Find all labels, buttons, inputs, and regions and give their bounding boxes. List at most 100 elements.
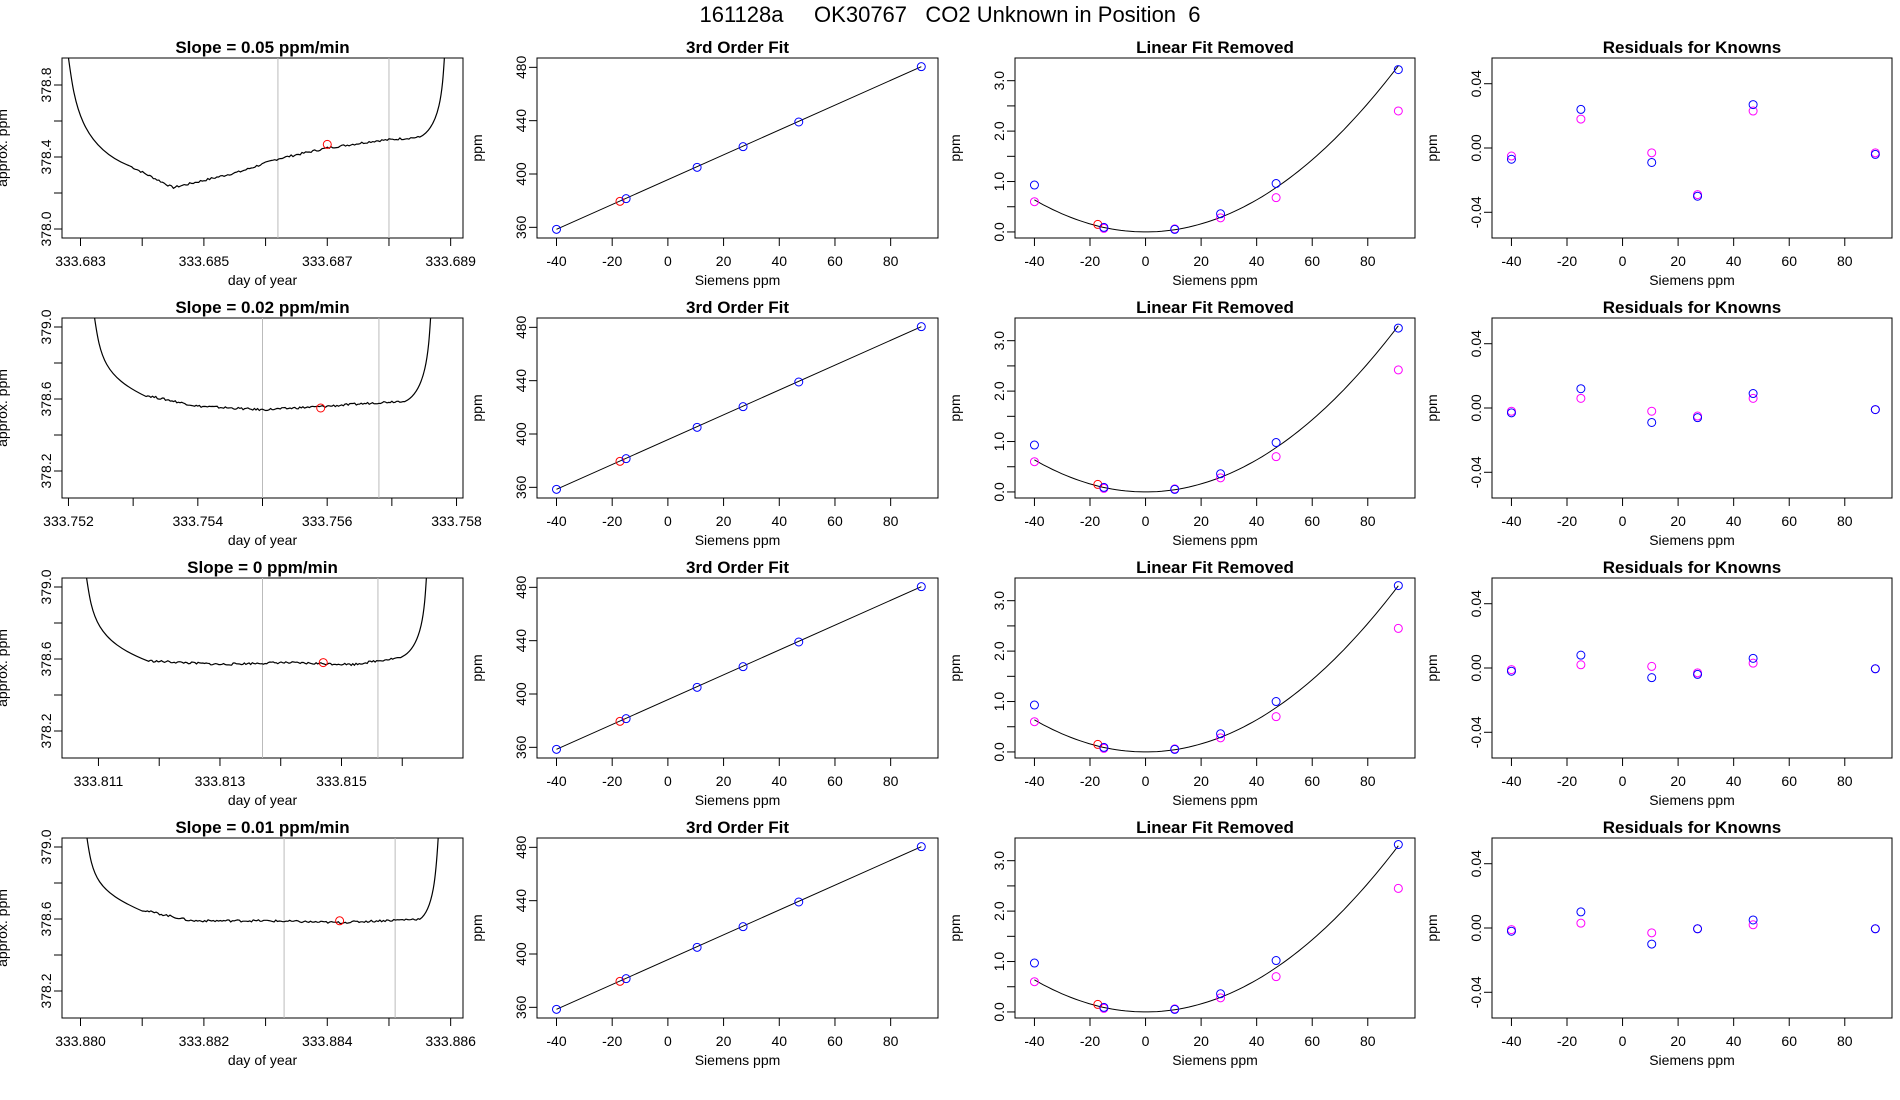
y-axis-label: ppm [947,654,963,681]
point-known [794,117,804,127]
x-tick-label: -20 [1557,513,1577,529]
x-tick-label: -40 [1024,1033,1044,1049]
panel-title: 3rd Order Fit [686,558,789,577]
point-secondary [1393,883,1403,893]
panel-title: Linear Fit Removed [1136,818,1294,837]
panel-title: Linear Fit Removed [1136,558,1294,577]
point-secondary [1647,406,1657,416]
point-known [1576,104,1586,114]
y-tick-label: 1.0 [991,432,1007,452]
x-axis-label: Siemens ppm [1172,532,1258,548]
point-known [1506,666,1516,676]
panel-12: Linear Fit Removed Siemens ppm ppm -40 -20 0 2… [947,818,1416,1068]
point-known [1870,664,1880,674]
y-tick-label: 2.0 [991,641,1007,661]
panel-title: Slope = 0.02 ppm/min [175,298,349,317]
point-known [1393,840,1403,850]
point-known [1099,482,1109,492]
y-tick-label: 0.04 [1468,850,1484,877]
plot-frame [1491,577,1893,759]
point-known [1393,323,1403,333]
x-tick-label: 20 [1193,1033,1209,1049]
point-known [692,422,702,432]
y-tick-label: 378.2 [38,973,54,1008]
y-tick-label: 360 [513,475,529,499]
point-known [1170,744,1180,754]
panel-15: Residuals for Knowns Siemens ppm ppm -40 -20… [1424,558,1893,808]
point-known [621,974,631,984]
y-axis-label: ppm [469,654,485,681]
panel-title: Slope = 0.05 ppm/min [175,38,349,57]
y-tick-label: 379.0 [38,829,54,864]
x-axis-label: day of year [228,272,298,288]
x-tick-label: 333.886 [425,1033,476,1049]
x-tick-label: 20 [1193,773,1209,789]
plot-frame [61,57,464,239]
y-tick-label: 378.8 [38,67,54,102]
y-tick-label: 0.0 [991,742,1007,762]
x-tick-label: 333.685 [179,253,230,269]
y-axis-label: ppm [947,394,963,421]
point-known [916,322,926,332]
x-tick-label: 0 [664,773,672,789]
x-tick-label: 80 [1360,513,1376,529]
point-secondary [1029,717,1039,727]
point-known [1870,405,1880,415]
point-secondary [1647,148,1657,158]
y-tick-label: 0.00 [1468,394,1484,421]
point-known [1748,389,1758,399]
x-tick-label: 80 [1360,1033,1376,1049]
point-known [1271,697,1281,707]
y-tick-label: 378.4 [38,139,54,174]
point-known [1393,65,1403,75]
point-secondary [1029,457,1039,467]
point-known [1506,154,1516,164]
x-tick-label: 20 [1193,253,1209,269]
panel-5: 3rd Order Fit Siemens ppm ppm -40 -20 0 20 40 60… [469,38,939,288]
y-tick-label: 400 [513,162,529,186]
panel-4: Slope = 0.01 ppm/min day of year approx. p… [0,818,476,1068]
x-tick-label: -40 [1501,1033,1521,1049]
plot-frame [536,317,939,499]
point-secondary [1271,712,1281,722]
sample-marker [316,403,326,413]
x-tick-label: 60 [1781,513,1797,529]
y-tick-label: -0.04 [1468,976,1484,1008]
x-tick-label: 80 [1837,513,1853,529]
point-known [1748,915,1758,925]
x-tick-label: 80 [883,253,899,269]
x-tick-label: 80 [883,773,899,789]
point-known [1748,100,1758,110]
point-secondary [1647,661,1657,671]
y-axis-label: approx. ppm [0,369,10,447]
point-known [738,922,748,932]
x-tick-label: 333.756 [302,513,353,529]
panel-title: Residuals for Knowns [1603,298,1782,317]
x-axis-label: Siemens ppm [695,1052,781,1068]
y-tick-label: 3.0 [991,71,1007,91]
point-known [1393,581,1403,591]
point-secondary [1029,977,1039,987]
y-axis-label: ppm [1424,914,1440,941]
y-tick-label: 1.0 [991,692,1007,712]
panel-1: Slope = 0.05 ppm/min day of year approx. p… [0,38,476,288]
x-tick-label: -40 [1024,773,1044,789]
x-axis-label: Siemens ppm [1172,1052,1258,1068]
x-tick-label: -40 [1024,513,1044,529]
y-tick-label: 378.0 [38,211,54,246]
x-tick-label: 60 [1304,1033,1320,1049]
point-known [738,402,748,412]
x-tick-label: 40 [771,253,787,269]
x-tick-label: 333.758 [431,513,482,529]
x-tick-label: 20 [1670,773,1686,789]
panel-10: Linear Fit Removed Siemens ppm ppm -40 -20 0 2… [947,298,1416,548]
point-known [621,714,631,724]
y-tick-label: 378.6 [38,641,54,676]
y-tick-label: 2.0 [991,901,1007,921]
y-tick-label: 480 [513,575,529,599]
panel-13: Residuals for Knowns Siemens ppm ppm -40 -20… [1424,38,1893,288]
point-known [1576,384,1586,394]
y-axis-label: approx. ppm [0,629,10,707]
x-tick-label: 20 [716,773,732,789]
